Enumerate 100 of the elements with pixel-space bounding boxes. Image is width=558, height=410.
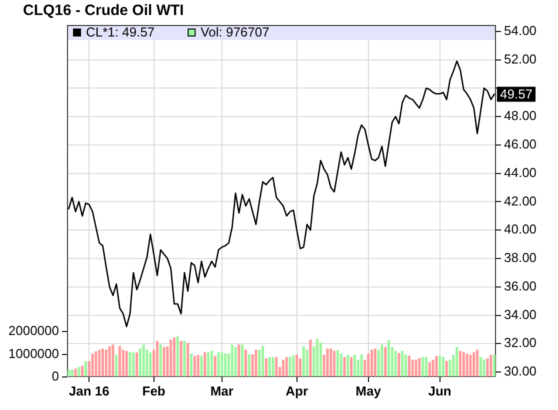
bar [101,348,104,376]
y-tick-label: 46.00 [504,136,537,152]
annotation: 49.57 [500,86,533,102]
bar [333,350,336,376]
y-tick-label: 34.00 [504,306,537,322]
bar [190,354,193,376]
bar [394,350,397,376]
bar [159,344,162,376]
y2-tick-label: 0 [52,368,59,384]
bar [132,352,135,376]
bar [428,362,431,376]
y-tick-label: 30.00 [504,364,537,379]
bar [186,342,190,376]
bar [422,357,424,376]
bar [210,350,213,376]
bar [91,354,94,376]
bar [442,357,444,376]
bar [244,350,248,376]
y-tick-label: 40.00 [504,222,537,237]
bar [108,346,111,376]
bar [466,354,468,376]
bar [438,356,442,376]
bar [176,336,179,376]
bar [346,354,350,376]
y-tick-label: 48.00 [504,108,537,124]
bar [472,352,476,376]
y-tick-label: 54.00 [504,22,537,38]
bar [78,367,80,376]
bar [238,344,240,376]
bar [70,370,74,376]
bar [302,346,305,376]
y-tick-label: 36.00 [504,278,537,294]
bar [408,356,410,376]
bar [482,359,486,376]
chart-title: CLQ16 - Crude Oil WTI [23,2,184,20]
bar [360,354,363,376]
y2-tick-label: 2000000 [8,323,59,338]
bar [138,348,142,376]
y2-tick-label: 1000000 [8,346,59,361]
bar [306,350,308,376]
bar [275,357,278,376]
y-tick-label: 44.00 [504,164,537,180]
bar [183,340,186,376]
bar [217,352,220,376]
bar [296,354,298,376]
y-tick-label: 38.00 [504,250,537,266]
bar [262,346,264,376]
bar [469,354,472,376]
bar [374,348,376,376]
legend-label: CL*1: 49.57 [86,24,155,40]
bar [424,357,428,376]
bar [254,350,258,376]
bar [350,357,353,376]
x-tick-label: Mar [210,383,234,398]
bar [149,352,152,376]
bar [340,354,342,376]
bar [418,358,421,376]
bar [94,351,98,376]
bar [214,356,216,376]
bar [411,360,414,376]
bar [204,352,206,376]
bar [435,356,438,376]
x-tick-label: Feb [142,383,166,398]
bar [309,340,312,376]
bar [170,340,172,376]
bar [230,344,234,376]
bar [319,342,322,376]
bar [458,350,462,376]
bar [156,340,158,376]
bar [432,360,434,376]
bar [367,354,370,376]
bar [285,357,288,376]
x-tick-label: Apr [286,383,308,398]
x-tick-label: May [356,383,382,398]
bar [142,344,145,376]
bar [445,360,448,376]
bar [200,356,203,376]
bar [98,350,101,376]
bar [479,357,482,376]
bar [104,350,108,376]
bar [486,358,489,376]
bar [128,352,132,376]
bar [404,354,408,376]
y-tick-label: 52.00 [504,51,537,66]
bar [67,370,70,376]
bar [122,350,124,376]
bar [387,340,390,376]
x-tick-label: Jan 16 [68,383,110,398]
bar [298,358,302,376]
x-tick-label: Jun [428,383,452,398]
bar [476,350,479,376]
legend-label: Vol: 976707 [200,24,270,40]
bar [493,354,496,376]
bar [370,350,373,376]
bar [401,350,404,376]
bar [125,350,128,376]
bar [136,352,138,376]
bar [172,337,176,376]
bar [112,344,114,376]
bar [353,354,356,376]
